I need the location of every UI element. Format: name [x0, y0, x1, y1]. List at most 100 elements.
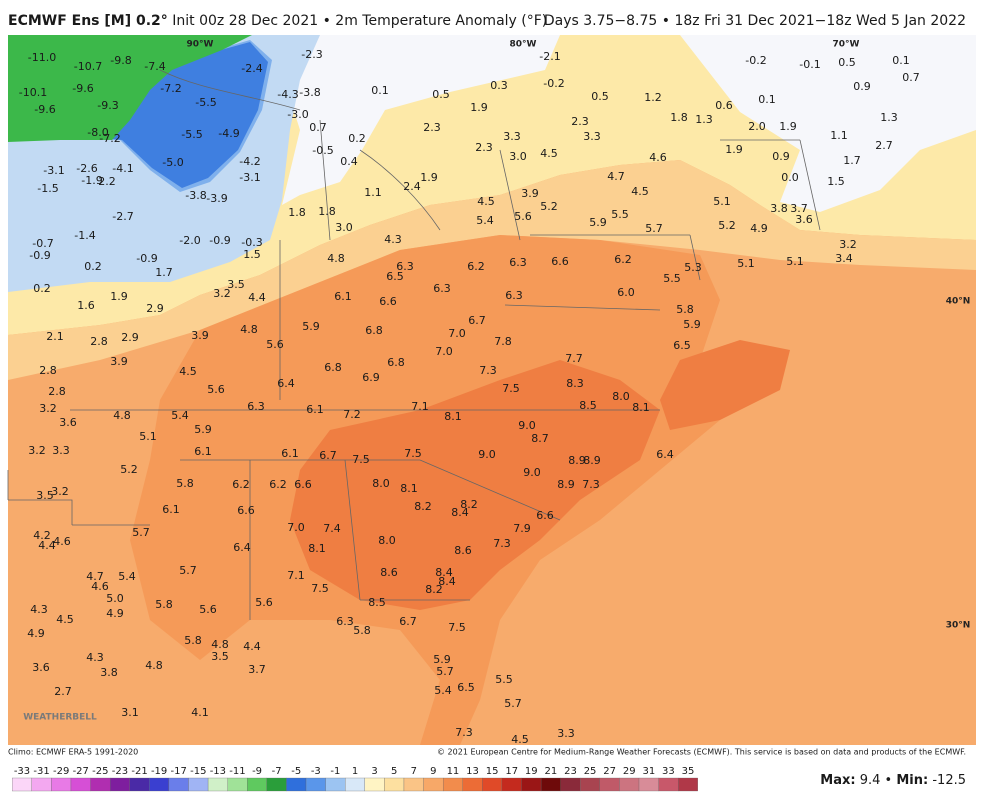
anomaly-value: 6.1 — [281, 447, 299, 460]
colorbar-cell — [227, 777, 248, 792]
anomaly-value: 0.2 — [84, 260, 102, 273]
anomaly-value: 8.6 — [380, 566, 398, 579]
anomaly-value: -0.2 — [745, 54, 766, 67]
anomaly-value: 7.5 — [502, 382, 520, 395]
anomaly-value: 3.3 — [52, 444, 70, 457]
anomaly-value: -3.8 — [185, 189, 206, 202]
colorbar-tick-label: -3 — [311, 766, 321, 777]
colorbar-tick-label: 7 — [411, 766, 417, 777]
anomaly-value: -7.2 — [99, 132, 120, 145]
anomaly-value: 8.2 — [414, 500, 432, 513]
anomaly-value: 5.0 — [106, 592, 124, 605]
anomaly-value: 0.5 — [432, 88, 450, 101]
anomaly-value: -4.9 — [218, 127, 239, 140]
anomaly-value: 2.7 — [54, 685, 72, 698]
anomaly-value: 3.8 — [770, 202, 788, 215]
white-zone — [270, 35, 560, 205]
anomaly-value: -0.3 — [241, 236, 262, 249]
colorbar-cell — [247, 777, 268, 792]
colorbar-tick-label: 19 — [525, 766, 538, 777]
anomaly-value: 4.8 — [113, 409, 131, 422]
anomaly-value: 2.3 — [571, 115, 589, 128]
anomaly-value: 5.4 — [476, 214, 494, 227]
lat-label: 40°N — [946, 297, 971, 307]
colorbar-cell — [384, 777, 405, 792]
anomaly-value: 4.4 — [243, 640, 261, 653]
anomaly-value: 7.5 — [404, 447, 422, 460]
anomaly-value: 8.0 — [378, 534, 396, 547]
colorbar-tick-label: -31 — [33, 766, 49, 777]
anomaly-values: -11.0 -9.8 -10.7 -7.4 -10.1 -9.6 -7.2 -9.3 -9.6 -… — [19, 48, 920, 746]
anomaly-value: 8.4 — [438, 575, 456, 588]
anomaly-value: 0.6 — [715, 99, 733, 112]
colorbar-tick-label: -29 — [53, 766, 69, 777]
colorbar-cell — [521, 777, 542, 792]
anomaly-value: 6.1 — [334, 290, 352, 303]
anomaly-value: -2.4 — [241, 62, 262, 75]
anomaly-value: 4.7 — [86, 570, 104, 583]
anomaly-value: -1.5 — [37, 182, 58, 195]
anomaly-value: 8.1 — [444, 410, 462, 423]
anomaly-value: 0.5 — [591, 90, 609, 103]
title: ECMWF Ens [M] 0.2° Init 00z 28 Dec 2021 … — [8, 13, 547, 29]
anomaly-value: 7.0 — [287, 521, 305, 534]
colorbar-tick-label: 35 — [682, 766, 695, 777]
colorbar-cell — [168, 777, 189, 792]
anomaly-value: 3.9 — [521, 187, 539, 200]
anomaly-value: 4.8 — [145, 659, 163, 672]
colorbar-cell — [619, 777, 640, 792]
colorbar-tick-label: 23 — [564, 766, 577, 777]
anomaly-value: 6.1 — [162, 503, 180, 516]
colorbar-cell — [638, 777, 659, 792]
anomaly-value: 3.5 — [36, 489, 54, 502]
anomaly-value: -2.7 — [112, 210, 133, 223]
copyright: © 2021 European Centre for Medium-Range … — [437, 748, 966, 757]
boundaries — [8, 69, 821, 620]
min: -12.5 — [932, 773, 966, 788]
anomaly-value: -1.4 — [74, 229, 95, 242]
colorbar-cell — [31, 777, 52, 792]
anomaly-value: 7.0 — [448, 327, 466, 340]
anomaly-value: 6.7 — [399, 615, 417, 628]
min-label: Min: — [896, 773, 928, 788]
anomaly-value: 7.1 — [411, 400, 429, 413]
anomaly-value: 0.2 — [348, 132, 366, 145]
colorbar-tick-label: -1 — [330, 766, 340, 777]
anomaly-value: 6.2 — [232, 478, 250, 491]
anomaly-value: 1.5 — [243, 248, 261, 261]
anomaly-value: 5.5 — [611, 208, 629, 221]
anomaly-value: 2.1 — [46, 330, 64, 343]
colorbar-tick-label: -7 — [272, 766, 282, 777]
colorbar-tick-label: 31 — [642, 766, 655, 777]
anomaly-value: 6.6 — [379, 295, 397, 308]
anomaly-value: 0.7 — [309, 121, 327, 134]
anomaly-value: 1.8 — [318, 205, 336, 218]
anomaly-value: 4.7 — [607, 170, 625, 183]
anomaly-value: 3.4 — [835, 252, 853, 265]
colorbar: -33 -31 -29 -27 -25 -23 -21 -19 -17 -15 -13 -11 -9 -7… — [12, 766, 698, 792]
anomaly-value: 7.3 — [479, 364, 497, 377]
anomaly-value: 5.4 — [118, 570, 136, 583]
anomaly-value: 3.7 — [248, 663, 266, 676]
anomaly-value: 5.2 — [540, 200, 558, 213]
anomaly-value: -2.6 — [76, 162, 97, 175]
colorbar-cell — [109, 777, 130, 792]
anomaly-value: 8.5 — [368, 596, 386, 609]
anomaly-value: 1.9 — [779, 120, 797, 133]
stats: Max: 9.4 • Min: -12.5 — [820, 773, 966, 788]
colorbar-cell — [364, 777, 385, 792]
colorbar-cell — [70, 777, 91, 792]
anomaly-value: -8.0 — [87, 126, 108, 139]
anomaly-value: 7.7 — [565, 352, 583, 365]
anomaly-value: 3.2 — [28, 444, 46, 457]
anomaly-value: -4.1 — [112, 162, 133, 175]
colorbar-tick-label: 1 — [352, 766, 358, 777]
colorbar-tick-label: -27 — [73, 766, 89, 777]
anomaly-value: 0.3 — [490, 79, 508, 92]
anomaly-value: 5.3 — [684, 261, 702, 274]
anomaly-value: 3.2 — [51, 485, 69, 498]
colorbar-cell — [188, 777, 209, 792]
anomaly-value: 8.6 — [454, 544, 472, 557]
anomaly-value: 4.1 — [191, 706, 209, 719]
